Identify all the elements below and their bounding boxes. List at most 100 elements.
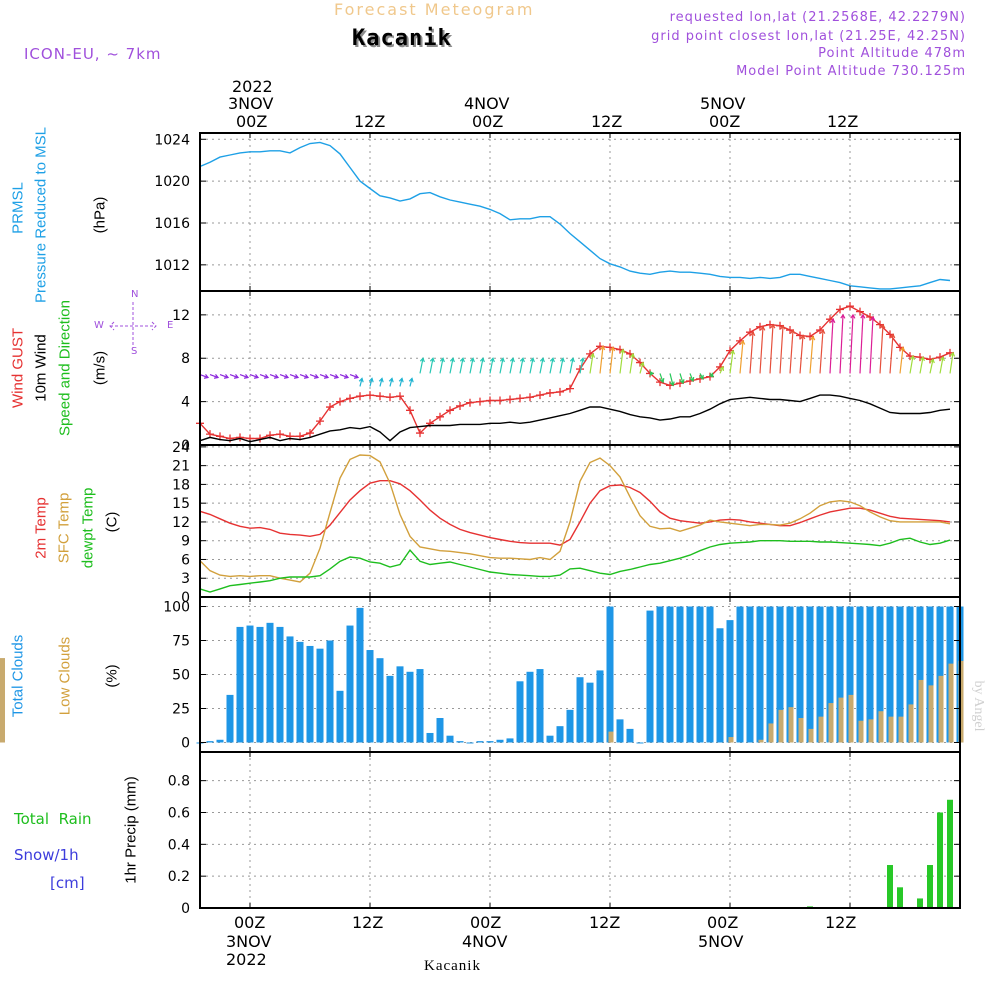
wind-arrow-head (780, 324, 786, 330)
gust-marker (536, 391, 544, 400)
clouds-bar-low_cloud (828, 703, 834, 743)
pressure-ytick-label: 1012 (154, 258, 190, 274)
precip-ytick-label: 0.6 (168, 805, 190, 821)
wind-arrow-head (358, 377, 364, 383)
clouds-bar-low_cloud (928, 685, 934, 743)
wind-ytick-label: 8 (181, 351, 190, 367)
bottom-hour-label-4: 12Z (589, 913, 621, 932)
gust-marker (416, 429, 424, 438)
wind-arrow (479, 358, 484, 374)
wind-arrow-head (313, 374, 320, 379)
temp-ytick-label: 3 (181, 571, 190, 587)
wind-arrow (869, 316, 874, 374)
forecast-title: Forecast Meteogram (334, 0, 535, 19)
clouds-bar-total_cloud (396, 666, 404, 743)
wind-arrow-head (719, 365, 725, 371)
wind-ytick-label: 0 (181, 438, 190, 454)
wind-arrow (269, 373, 279, 379)
wind-arrow-head (283, 374, 290, 379)
wind-arrow-head (689, 376, 695, 383)
clouds-bar-total_cloud (376, 658, 384, 743)
clouds-bar-total_cloud (296, 641, 304, 743)
clouds-ytick-label: 25 (172, 701, 190, 717)
clouds-bar-total_cloud (236, 626, 244, 743)
clouds-bar-low_cloud (898, 716, 904, 743)
wind-arrow (459, 358, 464, 374)
clouds-ytick-label: 100 (163, 600, 190, 616)
wind-arrow (519, 358, 524, 374)
wind-arrow (489, 358, 494, 374)
bottom-hour-label-5: 00Z (707, 913, 739, 932)
clouds-bar-total_cloud (576, 677, 584, 743)
bottom-hour-label-6: 12Z (825, 913, 857, 932)
clouds-bar-total_cloud (826, 606, 834, 743)
compass-s: S (131, 346, 138, 357)
clouds-bar-low_cloud (758, 739, 764, 743)
wind-arrow-head (639, 361, 645, 367)
gust-marker (336, 397, 344, 406)
wind-arrow (279, 373, 289, 379)
temp-ytick-label: 9 (181, 534, 190, 550)
wind-arrow (339, 373, 349, 379)
wind-arrow (799, 335, 804, 374)
temp-series-t2m (199, 480, 951, 546)
gust-marker (436, 412, 444, 421)
total-clouds-label: Total Clouds (9, 634, 27, 718)
clouds-bar-low_cloud (948, 663, 954, 743)
clouds-bar-low_cloud (918, 679, 924, 743)
clouds-bar-total_cloud (896, 606, 904, 743)
bottom-hour-label-3: 00Z (470, 913, 502, 932)
wind-arrow (679, 373, 684, 384)
wind-arrow (889, 334, 894, 374)
temp-ytick-label: 0 (181, 590, 190, 606)
wind-arrow (419, 358, 424, 374)
wind-arrow-head (459, 357, 465, 363)
gust-marker (396, 392, 404, 401)
wind-arrow (579, 358, 584, 374)
pressure-label-b: Pressure Reduced to MSL (32, 127, 50, 303)
wind-arrow (749, 332, 754, 374)
precip-bar-rain (897, 887, 903, 908)
clouds-unit: (%) (103, 664, 121, 688)
location-title: Kacanik (352, 26, 452, 51)
pressure-unit: (hPa) (91, 196, 109, 234)
top-day-label-1: 3NOV (228, 94, 274, 113)
temp-ytick-label: 18 (172, 477, 190, 493)
wind-arrow-head (253, 374, 260, 379)
wind-arrow (849, 314, 854, 374)
precip-bar-rain (947, 799, 953, 908)
wind-arrow-head (343, 374, 350, 379)
wind-arrow-head (919, 356, 925, 362)
clouds-bar-total_cloud (276, 626, 284, 743)
wind-arrow (449, 358, 454, 374)
wind-arrow (589, 353, 594, 374)
wind-gust-label: Wind GUST (9, 327, 27, 409)
wind-arrow (739, 340, 744, 374)
wind-arrow (829, 319, 834, 374)
wind-arrow (629, 353, 634, 374)
clouds-bar-total_cloud (426, 732, 434, 743)
wind-arrow (209, 373, 219, 379)
clouds-bar-total_cloud (266, 622, 274, 743)
compass-n: N (131, 289, 139, 300)
wind-arrow-head (830, 318, 836, 324)
clouds-bar-total_cloud (496, 739, 504, 743)
precip-bar-rain (937, 812, 943, 908)
wind-arrow (929, 359, 934, 374)
wind-arrow (219, 373, 229, 379)
wind-arrow-head (860, 313, 866, 319)
wind-arrow-head (629, 352, 636, 358)
wind-arrow-head (293, 374, 300, 379)
wind-arrow (299, 373, 309, 379)
clouds-bar-total_cloud (866, 606, 874, 743)
gust-marker (446, 406, 454, 415)
snow-label: Snow/1h (14, 846, 79, 864)
wind-series-wind10 (199, 394, 951, 443)
clouds-bar-low_cloud (798, 718, 804, 743)
top-hour-label-6: 12Z (827, 112, 859, 131)
gust-marker (406, 406, 414, 415)
clouds-bar-total_cloud (686, 606, 694, 743)
clouds-bar-total_cloud (456, 741, 464, 743)
bottom-day-label-3: 5NOV (698, 932, 744, 951)
gust-marker (466, 398, 474, 407)
